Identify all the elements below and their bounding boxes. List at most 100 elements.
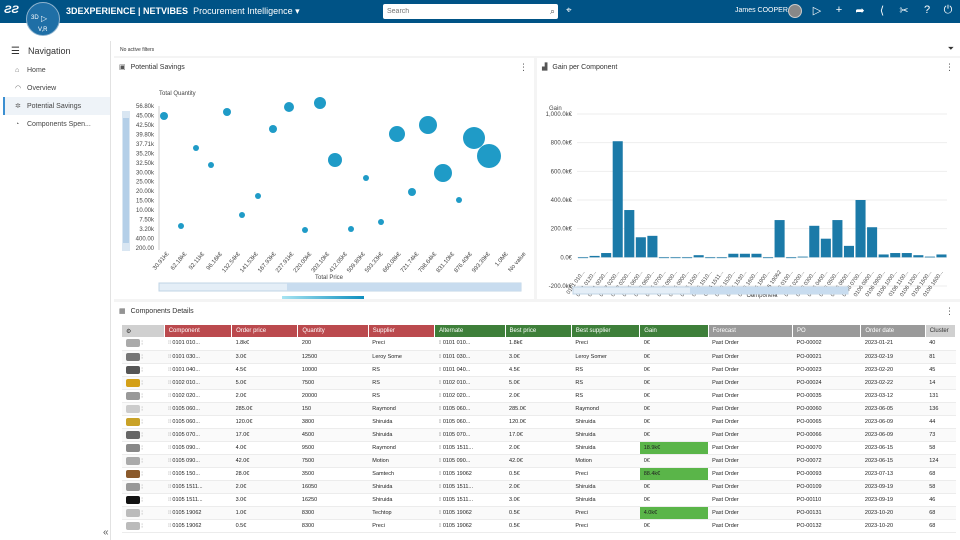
forward-icon[interactable]: ➦ [855, 5, 865, 17]
tag-icon[interactable]: ⌖ [566, 5, 572, 16]
drag-handle-icon[interactable]: ⁞⁞ [168, 405, 173, 412]
share-play-icon[interactable]: ▷ [812, 5, 822, 17]
user-name[interactable]: James COOPER [735, 7, 788, 14]
table-row[interactable]: ⁞ ⁞⁞ 0105 150... 28.0€ 3500 Samtech ⁞⁞ 0105 1… [122, 467, 956, 481]
nav-item-home[interactable]: ⌂ Home [3, 61, 110, 79]
drag-handle-icon[interactable]: ⁞⁞ [438, 444, 443, 451]
col-component[interactable]: Component [164, 325, 233, 337]
drag-handle-icon[interactable]: ⁞⁞ [438, 340, 443, 347]
drag-handle-icon[interactable]: ⁞⁞ [438, 457, 443, 464]
share-icon[interactable]: ⟨ [879, 5, 885, 17]
row-handle-icon[interactable]: ⁞ [140, 509, 143, 516]
drag-handle-icon[interactable]: ⁞⁞ [168, 353, 173, 360]
drag-handle-icon[interactable]: ⁞⁞ [438, 353, 443, 360]
col-forecast[interactable]: Forecast [708, 325, 794, 337]
compass-icon[interactable]: 3D ▷ V,R [26, 2, 60, 36]
col-quantity[interactable]: Quantity [297, 325, 369, 337]
drag-handle-icon[interactable]: ⁞⁞ [438, 522, 443, 529]
row-handle-icon[interactable]: ⁞ [140, 444, 143, 451]
row-handle-icon[interactable]: ⁞ [140, 470, 143, 477]
nav-item-overview[interactable]: ◠ Overview [3, 79, 110, 97]
drag-handle-icon[interactable]: ⁞⁞ [168, 379, 173, 386]
drag-handle-icon[interactable]: ⁞⁞ [168, 444, 173, 451]
scatter-chart[interactable]: Total Quantity 56.80k 45.00k 42.50k 39.80k 37… [114, 58, 534, 299]
panel-menu-icon[interactable]: ⋮ [945, 62, 954, 72]
drag-handle-icon[interactable]: ⁞⁞ [438, 418, 443, 425]
row-handle-icon[interactable]: ⁞ [140, 392, 143, 399]
col-gain[interactable]: Gain [639, 325, 709, 337]
table-row[interactable]: ⁞ ⁞⁞ 0101 040... 4.5€ 10000 RS ⁞⁞ 0101 040...… [122, 363, 956, 377]
row-handle-icon[interactable]: ⁞ [140, 379, 143, 386]
search-input[interactable] [383, 4, 538, 19]
row-handle-icon[interactable]: ⁞ [140, 496, 143, 503]
help-icon[interactable]: ? [923, 4, 931, 16]
filter-icon[interactable]: ⏷ [947, 44, 954, 53]
drag-handle-icon[interactable]: ⁞⁞ [438, 366, 443, 373]
drag-handle-icon[interactable]: ⁞⁞ [438, 431, 443, 438]
table-row[interactable]: ⁞ ⁞⁞ 0105 090... 42.0€ 7500 Motion ⁞⁞ 0105 09… [122, 454, 956, 468]
row-handle-icon[interactable]: ⁞ [140, 431, 143, 438]
nav-item-potential-savings[interactable]: ✲ Potential Savings [3, 97, 110, 115]
nav-item-components-spend[interactable]: ◔ Components Spen... [3, 115, 110, 133]
add-icon[interactable]: + [835, 4, 843, 16]
col-best-supplier[interactable]: Best supplier [571, 325, 641, 337]
drag-handle-icon[interactable]: ⁞⁞ [168, 340, 173, 347]
panel-menu-icon[interactable]: ⋮ [945, 306, 954, 316]
row-handle-icon[interactable]: ⁞ [140, 522, 143, 529]
avatar[interactable] [788, 4, 802, 18]
drag-handle-icon[interactable]: ⁞⁞ [438, 509, 443, 516]
col-settings[interactable]: ⚙ [122, 325, 165, 337]
hamburger-icon[interactable]: ☰ [11, 45, 20, 57]
drag-handle-icon[interactable]: ⁞⁞ [438, 483, 443, 490]
col-cluster[interactable]: Cluster [925, 325, 957, 337]
row-handle-icon[interactable]: ⁞ [140, 457, 143, 464]
collapse-nav-icon[interactable]: « [103, 527, 109, 538]
drag-handle-icon[interactable]: ⁞⁞ [168, 366, 173, 373]
table-row[interactable]: ⁞ ⁞⁞ 0105 19062 1.0€ 8300 Techtop ⁞⁞ 0105 190… [122, 506, 956, 520]
drag-handle-icon[interactable]: ⁞⁞ [168, 418, 173, 425]
drag-handle-icon[interactable]: ⁞⁞ [168, 431, 173, 438]
col-supplier[interactable]: Supplier [368, 325, 436, 337]
drag-handle-icon[interactable]: ⁞⁞ [168, 509, 173, 516]
drag-handle-icon[interactable]: ⁞⁞ [438, 405, 443, 412]
col-best-price[interactable]: Best price [505, 325, 572, 337]
col-order-price[interactable]: Order price [231, 325, 299, 337]
search-box[interactable]: ⌕ [383, 4, 558, 19]
panel-menu-icon[interactable]: ⋮ [519, 62, 528, 72]
tools-icon[interactable]: ✂ [899, 5, 909, 17]
row-handle-icon[interactable]: ⁞ [140, 405, 143, 412]
table-row[interactable]: ⁞ ⁞⁞ 0105 060... 285.0€ 150 Raymond ⁞⁞ 0105 0… [122, 402, 956, 416]
table-row[interactable]: ⁞ ⁞⁞ 0105 070... 17.0€ 4500 Shiruida ⁞⁞ 0105 … [122, 428, 956, 442]
table-row[interactable]: ⁞ ⁞⁞ 0105 060... 120.0€ 3800 Shiruida ⁞⁞ 0105… [122, 415, 956, 429]
power-icon[interactable]: ⏻ [943, 4, 953, 16]
table-row[interactable]: ⁞ ⁞⁞ 0102 020... 2.0€ 20000 RS ⁞⁞ 0102 020...… [122, 389, 956, 403]
table-row[interactable]: ⁞ ⁞⁞ 0102 010... 5.0€ 7500 RS ⁞⁞ 0102 010... 5… [122, 376, 956, 390]
drag-handle-icon[interactable]: ⁞⁞ [168, 522, 173, 529]
brand-title[interactable]: 3DEXPERIENCE | NETVIBES Procurement Inte… [66, 6, 300, 16]
drag-handle-icon[interactable]: ⁞⁞ [168, 470, 173, 477]
drag-handle-icon[interactable]: ⁞⁞ [438, 496, 443, 503]
drag-handle-icon[interactable]: ⁞⁞ [438, 379, 443, 386]
drag-handle-icon[interactable]: ⁞⁞ [438, 392, 443, 399]
table-row[interactable]: ⁞ ⁞⁞ 0105 1511... 3.0€ 16250 Shiruida ⁞⁞ 0105… [122, 493, 956, 507]
drag-handle-icon[interactable]: ⁞⁞ [438, 470, 443, 477]
table-row[interactable]: ⁞ ⁞⁞ 0101 030... 3.0€ 12500 Leroy Some ⁞⁞ 010… [122, 350, 956, 364]
table-row[interactable]: ⁞ ⁞⁞ 0105 1511... 2.0€ 16050 Shiruida ⁞⁞ 0105… [122, 480, 956, 494]
row-handle-icon[interactable]: ⁞ [140, 418, 143, 425]
drag-handle-icon[interactable]: ⁞⁞ [168, 496, 173, 503]
col-alternate[interactable]: Alternate [434, 325, 506, 337]
table-row[interactable]: ⁞ ⁞⁞ 0105 090... 4.0€ 9500 Raymond ⁞⁞ 0105 15… [122, 441, 956, 455]
row-handle-icon[interactable]: ⁞ [140, 353, 143, 360]
row-handle-icon[interactable]: ⁞ [140, 483, 143, 490]
table-row[interactable]: ⁞ ⁞⁞ 0105 19062 0.5€ 8300 Preci ⁞⁞ 0105 19062… [122, 519, 956, 533]
row-handle-icon[interactable]: ⁞ [140, 366, 143, 373]
col-po[interactable]: PO [792, 325, 862, 337]
row-handle-icon[interactable]: ⁞ [140, 340, 143, 347]
search-icon[interactable]: ⌕ [549, 6, 555, 16]
drag-handle-icon[interactable]: ⁞⁞ [168, 483, 173, 490]
col-order-date[interactable]: Order date [860, 325, 926, 337]
table-row[interactable]: ⁞ ⁞⁞ 0101 010... 1.8k€ 200 Preci ⁞⁞ 0101 010.… [122, 337, 956, 351]
drag-handle-icon[interactable]: ⁞⁞ [168, 392, 173, 399]
drag-handle-icon[interactable]: ⁞⁞ [168, 457, 173, 464]
